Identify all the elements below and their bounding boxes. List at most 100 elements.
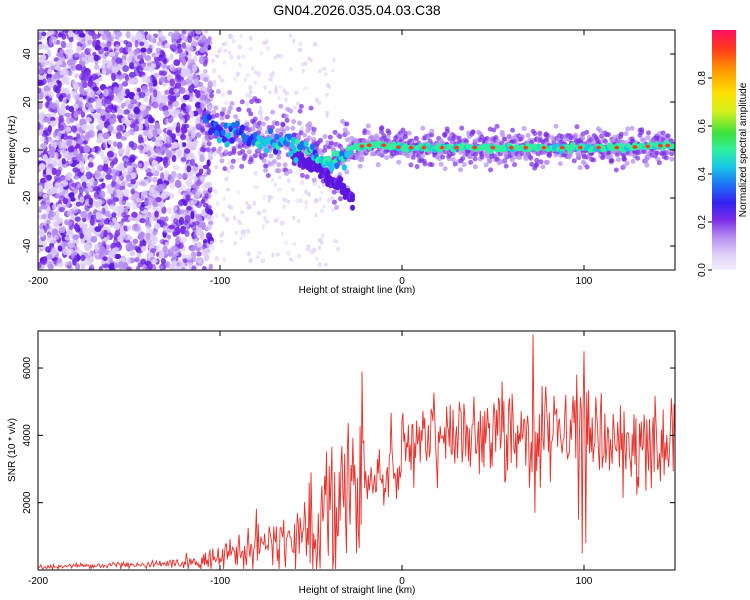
spectral-halo	[386, 130, 392, 136]
spectral-speckle	[153, 56, 159, 62]
spectral-speckle	[175, 265, 182, 270]
spectral-halo	[263, 163, 269, 169]
spectral-speckle	[53, 84, 59, 93]
spectral-speckle	[94, 64, 100, 71]
colorbar-tick-label: 0.4	[697, 167, 708, 181]
spectral-speckle	[164, 43, 170, 49]
spectral-halo	[199, 102, 205, 108]
spectral-halo	[503, 163, 509, 169]
spectral-halo	[337, 196, 343, 202]
spectral-speckle	[55, 60, 61, 67]
spectral-speckle	[306, 244, 311, 249]
spectral-speckle	[65, 172, 72, 181]
spectral-halo	[307, 121, 313, 127]
spectral-speckle	[184, 89, 190, 95]
spectral-speckle	[325, 110, 330, 115]
spectral-speckle	[121, 81, 129, 87]
colorbar: 0.00.20.40.60.8 Normalized spectral ampl…	[697, 30, 749, 277]
spectral-speckle	[277, 95, 281, 101]
spectral-speckle	[175, 152, 182, 159]
spectral-speckle	[123, 234, 130, 241]
spectral-halo	[613, 167, 619, 173]
spectral-speckle	[248, 46, 253, 52]
spectral-speckle	[162, 191, 170, 199]
spectral-speckle	[195, 251, 202, 257]
spectral-speckle	[197, 82, 204, 88]
spectral-speckle	[94, 169, 101, 178]
spectral-speckle	[125, 46, 132, 53]
spectral-speckle	[58, 141, 64, 149]
colorbar-ticks: 0.00.20.40.60.8	[697, 71, 712, 277]
spectral-speckle	[84, 244, 92, 252]
spectral-speckle	[296, 219, 301, 223]
spectral-speckle	[112, 141, 118, 148]
spectral-speckle	[78, 186, 84, 195]
spectral-speckle	[128, 91, 136, 100]
spectral-speckle	[116, 108, 124, 116]
spectral-speckle	[149, 216, 154, 224]
spectral-speckle	[237, 44, 243, 50]
spectral-speckle	[152, 76, 157, 84]
spectral-speckle	[151, 167, 156, 174]
spectral-halo	[206, 141, 212, 147]
spectral-speckle	[66, 209, 72, 217]
spectral-halo	[263, 167, 269, 173]
spectral-speckle	[184, 71, 191, 78]
spectral-speckle	[261, 224, 266, 230]
spectral-speckle	[282, 204, 286, 210]
colorbar-tick-label: 0.8	[697, 71, 708, 85]
spectral-speckle	[117, 210, 122, 215]
spectral-halo	[328, 140, 334, 146]
spectral-speckle	[288, 33, 293, 38]
spectral-speckle	[156, 41, 163, 47]
spectral-speckle	[42, 154, 48, 162]
spectral-speckle	[302, 86, 308, 91]
spectral-speckle	[275, 252, 280, 257]
spectral-speckle	[70, 125, 78, 133]
spectral-speckle	[195, 30, 202, 35]
spectral-speckle	[139, 148, 144, 154]
spectral-speckle	[97, 46, 105, 55]
spectral-speckle	[84, 117, 92, 123]
snr-series-line	[38, 334, 675, 570]
spectral-speckle	[58, 206, 65, 213]
spectral-speckle	[52, 161, 58, 167]
spectral-speckle	[68, 239, 76, 249]
spectral-speckle	[123, 39, 129, 45]
spectral-halo	[557, 161, 563, 167]
spectral-speckle	[128, 216, 133, 221]
spectral-speckle	[298, 41, 303, 47]
spectral-halo	[510, 127, 516, 133]
spectral-halo	[297, 108, 303, 114]
spectral-speckle	[253, 185, 259, 190]
spectral-halo	[429, 128, 435, 134]
spectral-ridge-mark	[234, 120, 240, 128]
spectral-speckle	[204, 30, 209, 34]
spectral-halo	[337, 134, 343, 140]
spectral-speckle	[163, 110, 171, 118]
spectral-halo	[261, 158, 267, 164]
spectral-speckle	[62, 197, 69, 205]
spectral-speckle	[285, 250, 291, 256]
spectral-speckle	[142, 109, 148, 118]
spectral-speckle	[204, 254, 210, 260]
spectral-speckle	[87, 129, 95, 139]
spectral-speckle	[133, 48, 140, 55]
spectral-peak-mark	[472, 145, 478, 150]
spectral-halo	[248, 156, 254, 162]
spectral-halo	[502, 136, 508, 142]
spectral-speckle	[334, 239, 340, 244]
spectral-speckle	[38, 67, 45, 75]
spectral-speckle	[101, 182, 106, 189]
spectral-speckle	[253, 80, 258, 86]
spectral-speckle	[192, 64, 198, 73]
spectral-halo	[276, 168, 282, 174]
spectral-speckle	[137, 54, 143, 60]
spectral-speckle	[88, 30, 95, 37]
spectral-halo	[623, 131, 629, 137]
spectral-speckle	[94, 112, 101, 119]
spectral-speckle	[257, 250, 262, 255]
spectral-speckle	[56, 258, 62, 264]
spectral-speckle	[145, 47, 153, 55]
spectral-speckle	[38, 184, 43, 192]
